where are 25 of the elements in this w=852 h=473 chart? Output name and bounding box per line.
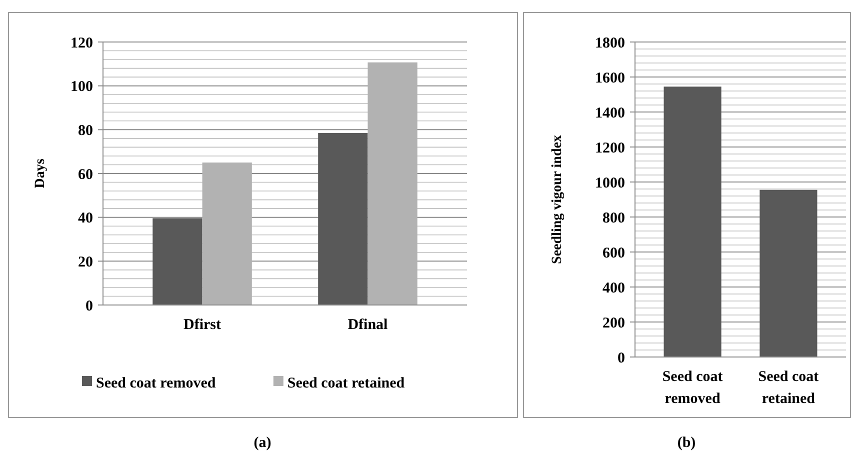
y-tick-label: 200 bbox=[602, 315, 625, 332]
y-tick-label: 120 bbox=[70, 35, 93, 52]
text: (a) bbox=[254, 435, 272, 451]
y-tick-label: 800 bbox=[602, 210, 625, 226]
y-tick-label: 600 bbox=[602, 245, 625, 262]
y-tick-label: 1200 bbox=[595, 140, 625, 156]
y-axis-title: Days bbox=[33, 158, 48, 188]
bar bbox=[318, 132, 368, 305]
x-tick-label: Dfinal bbox=[348, 317, 388, 333]
x-tick-label: Dfirst bbox=[184, 317, 222, 333]
y-tick-label: 0 bbox=[618, 350, 625, 366]
y-tick-label: 400 bbox=[602, 280, 625, 296]
y-tick-label: 60 bbox=[78, 166, 93, 183]
y-tick-label: 40 bbox=[78, 210, 93, 227]
y-tick-label: 1800 bbox=[595, 35, 625, 52]
text: (b) bbox=[677, 435, 696, 451]
y-axis-title: Seedling vigour index bbox=[550, 135, 565, 264]
y-tick-label: 1600 bbox=[595, 70, 625, 86]
bar bbox=[152, 218, 202, 305]
y-tick-label: 1400 bbox=[595, 105, 625, 122]
y-tick-label: 20 bbox=[78, 254, 93, 270]
y-tick-label: 80 bbox=[78, 122, 93, 139]
y-tick-label: 0 bbox=[86, 298, 93, 314]
y-tick-label: 1000 bbox=[595, 175, 625, 192]
y-tick-label: 100 bbox=[70, 79, 93, 96]
